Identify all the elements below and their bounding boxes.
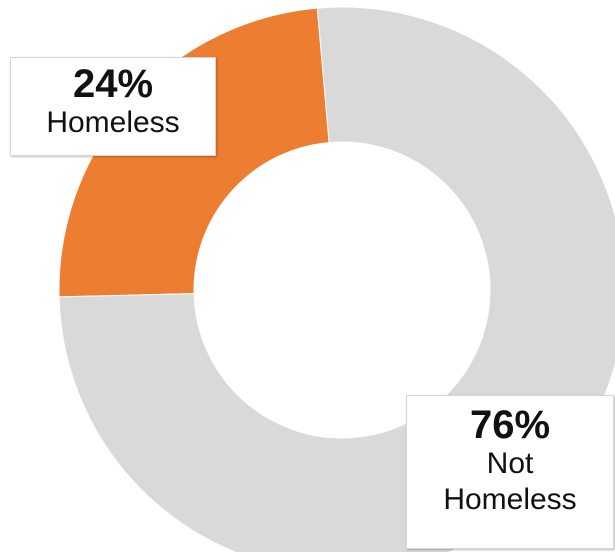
data-label-homeless-percent: 24% <box>72 62 154 106</box>
data-label-not-homeless-percent: 76% <box>469 403 551 447</box>
data-label-not-homeless: 76% Not Homeless <box>406 395 614 549</box>
data-label-homeless: 24% Homeless <box>10 57 216 156</box>
data-label-homeless-name: Homeless <box>46 106 180 139</box>
data-label-not-homeless-name: Not Homeless <box>443 447 577 516</box>
